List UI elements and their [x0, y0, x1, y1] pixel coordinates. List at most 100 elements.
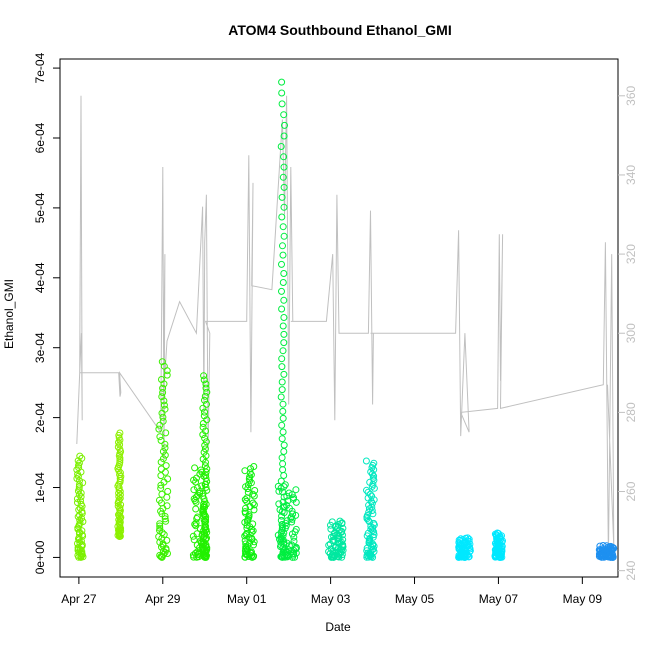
data-point	[325, 541, 333, 549]
data-point	[160, 401, 168, 409]
data-point	[73, 495, 81, 503]
data-point	[116, 458, 124, 466]
data-point	[334, 520, 342, 528]
data-point	[279, 251, 287, 259]
data-point	[596, 542, 604, 550]
data-point	[199, 506, 207, 513]
data-point	[159, 417, 167, 425]
data-point	[249, 527, 257, 535]
plot-frame	[59, 58, 619, 578]
data-point	[190, 536, 198, 544]
data-point	[278, 421, 286, 429]
data-point	[160, 362, 168, 370]
data-point	[280, 483, 288, 491]
data-point	[159, 448, 167, 455]
data-point	[280, 314, 288, 321]
data-point	[280, 111, 288, 119]
data-point	[279, 414, 287, 422]
data-point	[603, 542, 610, 550]
secondary-line-layer	[76, 95, 615, 559]
data-point	[289, 510, 297, 518]
data-point	[156, 522, 164, 530]
data-point	[290, 537, 298, 545]
series-group-5	[274, 78, 300, 561]
series-group-3	[189, 372, 211, 561]
data-point	[241, 508, 249, 516]
data-point	[279, 347, 287, 355]
data-point	[465, 535, 473, 543]
data-point	[277, 477, 285, 485]
data-point	[278, 100, 286, 108]
data-point	[192, 505, 200, 513]
data-point	[607, 542, 615, 550]
data-point	[330, 532, 338, 540]
data-point	[363, 486, 370, 494]
data-point	[280, 296, 288, 304]
data-point	[157, 484, 165, 492]
data-point	[249, 490, 257, 498]
data-point	[457, 535, 465, 543]
data-point	[280, 441, 288, 449]
data-point	[160, 397, 168, 405]
data-point	[277, 516, 285, 524]
data-point	[292, 525, 300, 533]
y-tick-label: 6e-04	[33, 122, 47, 153]
y-axis: 0e+00 1e-04 2e-04 3e-04 4e-04 5e-04 6e-04 7e-04	[33, 52, 60, 574]
x-tick-label: May 01	[227, 592, 267, 606]
data-point	[76, 504, 84, 512]
data-point	[192, 522, 200, 530]
data-point	[115, 489, 123, 497]
data-point	[202, 427, 209, 435]
data-point	[338, 519, 346, 527]
data-point	[116, 491, 124, 499]
data-point	[157, 465, 165, 473]
series-group-7	[362, 457, 378, 561]
data-point	[288, 541, 296, 549]
data-point	[242, 540, 250, 548]
series-group-0	[73, 452, 87, 561]
y2-tick-label: 320	[624, 244, 638, 264]
y2-tick-label: 340	[624, 165, 638, 185]
x-tick-label: May 03	[311, 592, 351, 606]
data-point	[278, 287, 285, 295]
y-tick-label: 7e-04	[33, 52, 47, 83]
series-group-4	[241, 463, 259, 561]
data-point	[279, 223, 287, 231]
data-point	[76, 516, 84, 524]
data-point	[202, 452, 210, 460]
data-point	[75, 485, 83, 493]
data-point	[201, 396, 208, 404]
data-point	[279, 173, 287, 181]
data-point	[278, 521, 286, 528]
data-point	[241, 496, 249, 504]
data-point	[279, 322, 287, 330]
data-point	[280, 370, 288, 378]
data-point	[202, 384, 210, 392]
data-point	[365, 508, 373, 516]
data-point	[161, 440, 169, 448]
data-point	[278, 78, 286, 86]
data-point	[155, 425, 163, 433]
data-point	[281, 121, 288, 129]
y2-tick-label: 360	[624, 85, 638, 105]
data-point	[366, 478, 374, 486]
data-point	[278, 525, 286, 532]
data-point	[202, 515, 210, 523]
data-point	[242, 504, 249, 512]
data-point	[203, 465, 211, 473]
secondary-series-line	[76, 95, 615, 559]
series-group-6	[325, 517, 347, 561]
data-point	[364, 488, 372, 496]
data-point	[278, 355, 286, 363]
data-point	[161, 451, 169, 459]
x-tick-label: May 05	[395, 592, 435, 606]
y-tick-label: 2e-04	[33, 402, 47, 433]
x-tick-label: Apr 27	[61, 592, 97, 606]
data-point	[327, 545, 335, 553]
data-point	[156, 433, 164, 441]
data-point	[243, 530, 251, 537]
data-point	[164, 487, 172, 495]
data-point	[159, 455, 167, 463]
data-point	[76, 452, 84, 460]
